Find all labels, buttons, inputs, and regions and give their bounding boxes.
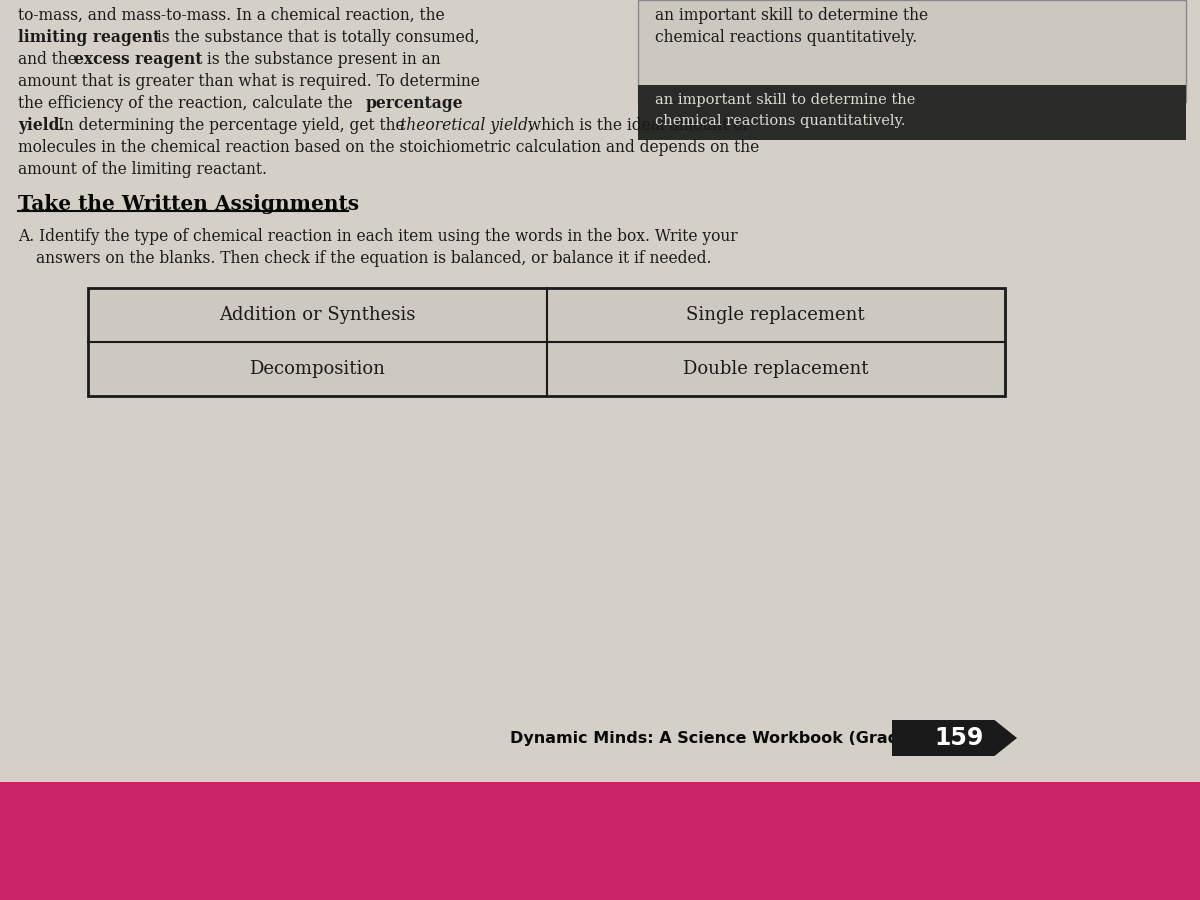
Text: Take the Written Assignments: Take the Written Assignments <box>18 194 359 214</box>
Bar <box>0 0 1200 782</box>
Bar <box>88 288 1006 396</box>
Text: molecules in the chemical reaction based on the stoichiometric calculation and d: molecules in the chemical reaction based… <box>18 139 760 156</box>
Text: excess reagent: excess reagent <box>74 51 203 68</box>
Text: Addition or Synthesis: Addition or Synthesis <box>220 306 415 324</box>
Text: yield.: yield. <box>18 117 65 134</box>
Text: to-mass, and mass-to-mass. In a chemical reaction, the: to-mass, and mass-to-mass. In a chemical… <box>18 7 445 24</box>
Text: Decomposition: Decomposition <box>250 360 385 378</box>
Text: is the substance that is totally consumed,: is the substance that is totally consume… <box>152 29 480 46</box>
Text: A. Identify the type of chemical reaction in each item using the words in the bo: A. Identify the type of chemical reactio… <box>18 228 738 245</box>
Text: Dynamic Minds: A Science Workbook (Grade 10): Dynamic Minds: A Science Workbook (Grade… <box>510 731 946 745</box>
Text: Double replacement: Double replacement <box>683 360 869 378</box>
Text: In determining the percentage yield, get the: In determining the percentage yield, get… <box>53 117 409 134</box>
Text: is the substance present in an: is the substance present in an <box>202 51 440 68</box>
Polygon shape <box>892 720 1018 756</box>
Text: an important skill to determine the: an important skill to determine the <box>655 93 916 107</box>
Text: chemical reactions quantitatively.: chemical reactions quantitatively. <box>655 114 905 128</box>
Bar <box>638 0 1186 102</box>
Text: percentage: percentage <box>366 95 463 112</box>
Text: theoretical yield,: theoretical yield, <box>400 117 533 134</box>
Text: limiting reagent: limiting reagent <box>18 29 161 46</box>
Text: and the: and the <box>18 51 82 68</box>
Text: an important skill to determine the: an important skill to determine the <box>655 7 928 24</box>
Text: Single replacement: Single replacement <box>686 306 865 324</box>
Text: the efficiency of the reaction, calculate the: the efficiency of the reaction, calculat… <box>18 95 358 112</box>
Bar <box>0 770 1200 900</box>
Text: amount that is greater than what is required. To determine: amount that is greater than what is requ… <box>18 73 480 90</box>
Text: answers on the blanks. Then check if the equation is balanced, or balance it if : answers on the blanks. Then check if the… <box>36 250 712 267</box>
Bar <box>638 85 1186 140</box>
Text: which is the ideal amount of: which is the ideal amount of <box>523 117 749 134</box>
Text: amount of the limiting reactant.: amount of the limiting reactant. <box>18 161 266 178</box>
Text: 159: 159 <box>935 726 984 750</box>
Text: chemical reactions quantitatively.: chemical reactions quantitatively. <box>655 29 917 46</box>
